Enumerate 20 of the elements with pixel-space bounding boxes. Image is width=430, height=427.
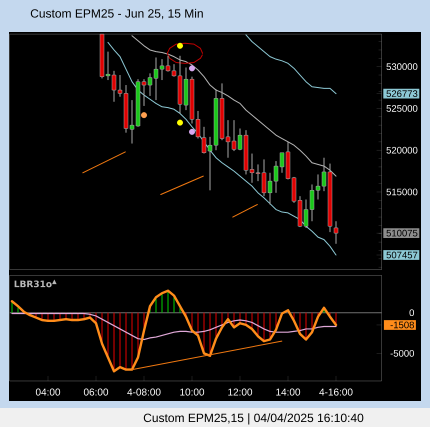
y-tick-label: 507457 — [386, 252, 418, 258]
y-tick-label: 530000 — [386, 63, 418, 70]
y-tick-label: 520000 — [386, 146, 418, 154]
chart-title: LBR31o$^{▲}$ — [14, 279, 57, 288]
x-tick-label: 14:00 — [276, 388, 300, 396]
x-tick-label: 12:00 — [228, 388, 252, 396]
y-tick-label: 525000 — [386, 105, 418, 112]
chart-title: Custom EPM25 - Jun 25, 15 Min — [30, 8, 203, 20]
x-tick-label: 4-16:00 — [319, 388, 353, 396]
x-tick-label: 10:00 — [180, 388, 204, 396]
x-tick-label: 04:00 — [36, 388, 60, 396]
y-tick-label: 510075 — [386, 230, 418, 236]
y-tick-label: 515000 — [386, 188, 418, 196]
x-tick-label: 06:00 — [84, 388, 108, 396]
y-tick-label: 526773 — [386, 90, 418, 97]
y-tick-label: -5000 — [390, 350, 414, 357]
y-tick-label: 0 — [409, 309, 414, 316]
x-tick-label: 4-08:00 — [127, 388, 161, 396]
text: Custom EPM25,15 | 04/04/2025 16:10:40 — [144, 413, 364, 425]
y-tick-label: -1508 — [390, 322, 414, 328]
